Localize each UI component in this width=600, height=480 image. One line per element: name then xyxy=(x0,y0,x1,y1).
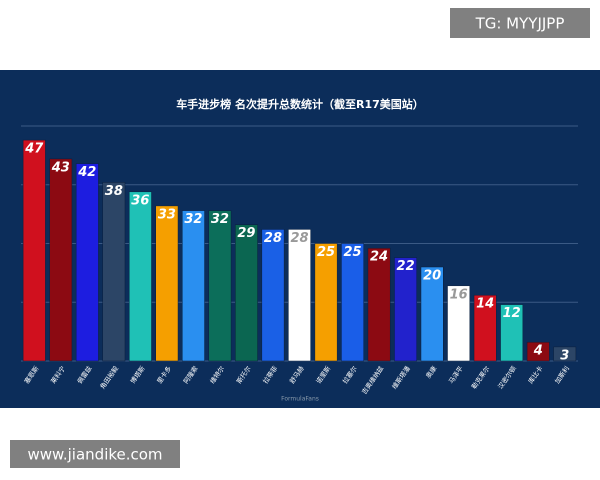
value-label: 29 xyxy=(237,226,255,241)
value-label: 16 xyxy=(450,287,468,302)
value-label: 32 xyxy=(211,212,229,227)
value-label: 14 xyxy=(476,297,494,312)
bar xyxy=(526,341,550,362)
bar xyxy=(420,266,444,362)
bar xyxy=(155,205,179,362)
value-label: 12 xyxy=(503,306,521,321)
value-label: 22 xyxy=(397,259,415,274)
bar xyxy=(473,294,497,362)
bar xyxy=(500,304,524,362)
value-label: 33 xyxy=(158,207,176,222)
value-label: 47 xyxy=(24,142,44,157)
bar xyxy=(261,229,285,362)
bar xyxy=(182,210,205,362)
value-label: 43 xyxy=(51,160,70,175)
bar xyxy=(314,243,338,362)
bar xyxy=(235,224,258,362)
source: FormulaFans xyxy=(281,396,319,403)
bar xyxy=(394,257,417,362)
value-label: 28 xyxy=(290,231,308,246)
value-label: 42 xyxy=(77,165,96,180)
watermark: www.jiandike.com xyxy=(27,446,162,464)
value-label: 38 xyxy=(105,184,123,199)
value-label: 28 xyxy=(264,231,282,246)
watermark: TG: MYYJJPP xyxy=(475,15,565,33)
chart-title: 车手进步榜 名次提升总数统计（截至R17美国站） xyxy=(176,97,424,111)
bar xyxy=(49,158,73,362)
bar xyxy=(367,247,391,362)
watermark-box xyxy=(450,8,590,38)
bar xyxy=(447,285,471,362)
bar xyxy=(22,139,46,362)
bar xyxy=(341,243,364,362)
value-label: 20 xyxy=(423,269,441,284)
bar xyxy=(208,210,232,362)
bar xyxy=(128,191,152,362)
bar xyxy=(102,182,126,362)
value-label: 24 xyxy=(370,250,388,265)
value-label: 36 xyxy=(131,193,149,208)
value-label: 32 xyxy=(184,212,202,227)
value-label: 4 xyxy=(533,344,543,359)
value-label: 25 xyxy=(344,245,362,260)
bar xyxy=(75,163,99,362)
bar xyxy=(288,229,311,362)
value-label: 3 xyxy=(560,348,569,363)
value-label: 25 xyxy=(317,245,335,260)
bar xyxy=(553,346,577,362)
watermark-box xyxy=(10,440,180,468)
